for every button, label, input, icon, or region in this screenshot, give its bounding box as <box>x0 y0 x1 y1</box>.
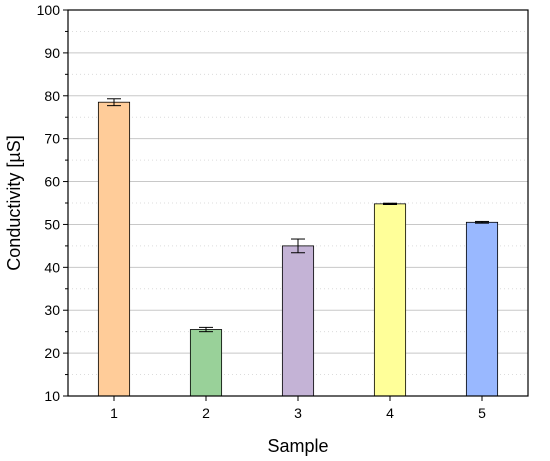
y-tick-label: 30 <box>44 302 60 318</box>
bar-4 <box>373 203 407 397</box>
error-bar-2 <box>199 326 213 333</box>
x-tick-label: 2 <box>202 405 210 421</box>
y-tick-label: 10 <box>44 388 60 404</box>
error-bar-3 <box>291 238 305 254</box>
y-tick-label: 70 <box>44 131 60 147</box>
y-tick-label: 20 <box>44 345 60 361</box>
y-tick-label: 90 <box>44 45 60 61</box>
x-axis-title: Sample <box>267 436 328 456</box>
y-tick-label: 60 <box>44 174 60 190</box>
y-axis-ticks: 10 20 30 40 50 60 70 80 90 100 <box>37 2 68 404</box>
error-bar-5 <box>475 220 489 224</box>
error-bars <box>107 98 489 333</box>
bar-1 <box>97 101 131 397</box>
y-tick-label: 100 <box>37 2 61 18</box>
bar-5 <box>465 221 499 397</box>
x-axis-ticks: 1 2 3 4 5 <box>110 396 486 421</box>
y-tick-label: 80 <box>44 88 60 104</box>
x-tick-label: 3 <box>294 405 302 421</box>
x-tick-label: 1 <box>110 405 118 421</box>
bar-3 <box>281 245 315 397</box>
x-tick-label: 4 <box>386 405 394 421</box>
error-bar-4 <box>383 202 397 206</box>
y-axis-title: Conductivity [µS] <box>4 135 24 270</box>
bars <box>97 101 499 397</box>
x-tick-label: 5 <box>478 405 486 421</box>
y-tick-label: 50 <box>44 216 60 232</box>
error-bar-1 <box>107 98 121 107</box>
bar-2 <box>189 329 223 397</box>
y-tick-label: 40 <box>44 259 60 275</box>
